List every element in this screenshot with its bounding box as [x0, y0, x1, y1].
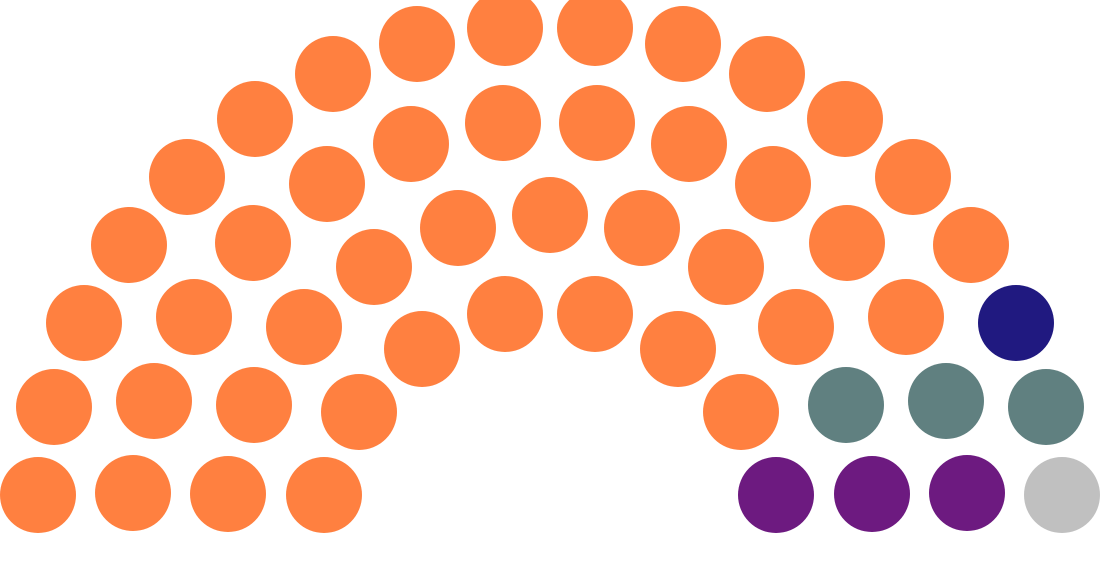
seat-orange [758, 289, 834, 365]
seat-orange [156, 279, 232, 355]
seat-orange [0, 457, 76, 533]
seat-orange [95, 455, 171, 531]
seat-orange [512, 177, 588, 253]
seat-orange [557, 276, 633, 352]
seat-orange [467, 276, 543, 352]
seat-orange [149, 139, 225, 215]
seat-orange [645, 6, 721, 82]
seat-orange [688, 229, 764, 305]
seat-orange [116, 363, 192, 439]
seat-orange [91, 207, 167, 283]
seat-orange [46, 285, 122, 361]
seat-navy [978, 285, 1054, 361]
seat-orange [295, 36, 371, 112]
seat-orange [215, 205, 291, 281]
seat-orange [420, 190, 496, 266]
seat-teal [908, 363, 984, 439]
seat-grey [1024, 457, 1100, 533]
seat-purple [929, 455, 1005, 531]
seat-orange [809, 205, 885, 281]
seat-orange [336, 229, 412, 305]
seat-orange [217, 81, 293, 157]
seat-teal [1008, 369, 1084, 445]
seat-orange [651, 106, 727, 182]
seat-orange [384, 311, 460, 387]
seat-orange [373, 106, 449, 182]
seat-orange [640, 311, 716, 387]
seat-purple [834, 456, 910, 532]
seat-orange [190, 456, 266, 532]
seat-orange [321, 374, 397, 450]
seat-orange [735, 146, 811, 222]
seat-orange [729, 36, 805, 112]
seat-orange [467, 0, 543, 66]
seat-orange [604, 190, 680, 266]
seat-orange [216, 367, 292, 443]
seat-orange [379, 6, 455, 82]
seat-orange [868, 279, 944, 355]
seat-orange [807, 81, 883, 157]
seat-orange [16, 369, 92, 445]
seat-teal [808, 367, 884, 443]
seat-orange [465, 85, 541, 161]
seat-orange [703, 374, 779, 450]
seat-orange [557, 0, 633, 66]
seat-orange [933, 207, 1009, 283]
seat-orange [875, 139, 951, 215]
seat-orange [266, 289, 342, 365]
seat-orange [289, 146, 365, 222]
parliament-chart [0, 0, 1100, 566]
seat-orange [286, 457, 362, 533]
seat-purple [738, 457, 814, 533]
seat-orange [559, 85, 635, 161]
